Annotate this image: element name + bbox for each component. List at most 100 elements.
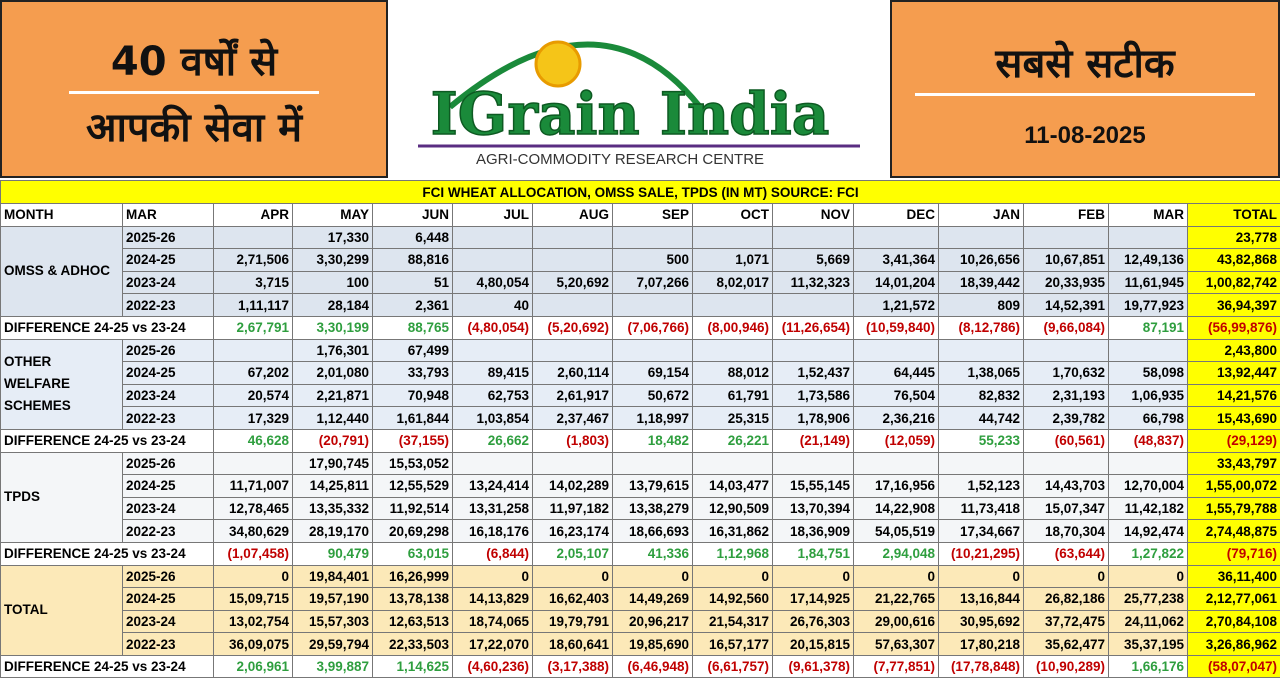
value-cell: 2,70,84,108: [1186, 609, 1280, 634]
value-cell: 1,61,844: [372, 406, 453, 430]
value-cell: 0: [452, 564, 533, 589]
value-cell: 43,82,868: [1186, 248, 1280, 272]
data-row: TOTAL 2025-26 0 19,84,401 16,26,999 0 0 0 0 0 0 0 0 0…: [0, 564, 1280, 656]
value-cell: 67,499: [372, 338, 453, 363]
value-cell: [1023, 338, 1109, 363]
value-cell: 20,15,815: [772, 632, 854, 656]
value-cell: [692, 293, 773, 317]
value-cell: 2,43,800: [1186, 338, 1280, 363]
year: 2023-24: [122, 270, 214, 295]
value-cell: [853, 338, 939, 363]
value-cell: 26,82,186: [1023, 587, 1109, 611]
value-cell: 34,80,629: [213, 519, 293, 543]
title-row: FCI WHEAT ALLOCATION, OMSS SALE, TPDS (I…: [0, 180, 1280, 204]
value-cell: [772, 293, 854, 317]
difference-value: 26,221: [692, 428, 773, 453]
value-cell: 10,67,851: [1023, 248, 1109, 272]
difference-value: 2,94,048: [853, 541, 939, 566]
difference-value: 2,67,791: [213, 315, 293, 340]
difference-value: 63,015: [372, 541, 453, 566]
value-cell: 2,37,467: [532, 406, 613, 430]
value-cell: 20,69,298: [372, 519, 453, 543]
difference-value: (6,844): [452, 541, 533, 566]
value-cell: 0: [938, 564, 1024, 589]
year: 2024-25: [122, 248, 214, 272]
data-table: FCI WHEAT ALLOCATION, OMSS SALE, TPDS (I…: [0, 180, 1280, 679]
value-cell: 20,33,935: [1023, 270, 1109, 295]
value-cell: 13,79,615: [612, 474, 693, 498]
value-cell: 14,52,391: [1023, 293, 1109, 317]
difference-value: (79,716): [1186, 541, 1280, 566]
value-cell: 88,012: [692, 361, 773, 385]
difference-value: (8,00,946): [692, 315, 773, 340]
value-cell: 1,21,572: [853, 293, 939, 317]
value-cell: 2,74,48,875: [1186, 519, 1280, 543]
value-cell: [692, 225, 773, 250]
column-header: MAR: [1108, 203, 1188, 227]
data-row: 2023-24 20,574 2,21,871 70,948 62,753 2,61,91…: [1, 383, 1280, 408]
value-cell: 36,94,397: [1186, 293, 1280, 317]
value-cell: 2,31,193: [1023, 383, 1109, 408]
value-cell: 18,39,442: [938, 270, 1024, 295]
column-header: MAY: [292, 203, 373, 227]
value-cell: 54,05,519: [853, 519, 939, 543]
data-row: 2022-23 17,329 1,12,440 1,61,844 1,03,854 2,3…: [1, 406, 1280, 430]
value-cell: 22,33,503: [372, 632, 453, 656]
value-cell: 36,11,400: [1186, 564, 1280, 589]
value-cell: 18,70,304: [1023, 519, 1109, 543]
difference-value: (6,61,757): [692, 654, 773, 679]
logo-tagline: AGRI-COMMODITY RESEARCH CENTRE: [476, 151, 764, 168]
value-cell: [452, 248, 533, 272]
value-cell: [532, 293, 613, 317]
value-cell: [532, 225, 613, 250]
value-cell: 1,52,123: [938, 474, 1024, 498]
value-cell: 500: [612, 248, 693, 272]
difference-label: DIFFERENCE 24-25 vs 23-24: [0, 428, 214, 453]
value-cell: [452, 225, 533, 250]
value-cell: [532, 248, 613, 272]
difference-value: (60,561): [1023, 428, 1109, 453]
difference-value: (20,791): [292, 428, 373, 453]
value-cell: 25,77,238: [1108, 587, 1188, 611]
value-cell: 3,41,364: [853, 248, 939, 272]
column-header: TOTAL: [1186, 203, 1280, 227]
value-cell: [772, 225, 854, 250]
value-cell: 40: [452, 293, 533, 317]
value-cell: 17,329: [213, 406, 293, 430]
value-cell: 11,32,323: [772, 270, 854, 295]
value-cell: 0: [853, 564, 939, 589]
difference-value: 88,765: [372, 315, 453, 340]
difference-value: 1,12,968: [692, 541, 773, 566]
value-cell: 14,01,204: [853, 270, 939, 295]
group-label: OTHER WELFARE SCHEMES: [0, 338, 123, 430]
value-cell: [692, 451, 773, 476]
difference-value: (48,837): [1108, 428, 1188, 453]
value-cell: 21,22,765: [853, 587, 939, 611]
value-cell: 35,62,477: [1023, 632, 1109, 656]
difference-value: (10,59,840): [853, 315, 939, 340]
value-cell: 1,55,79,788: [1186, 496, 1280, 521]
value-cell: 64,445: [853, 361, 939, 385]
column-header: JUL: [452, 203, 533, 227]
difference-value: (10,21,295): [938, 541, 1024, 566]
value-cell: 1,73,586: [772, 383, 854, 408]
left-line: 40 वर्षों से: [110, 39, 278, 85]
data-row: 2023-24 3,715 100 51 4,80,054 5,20,692 7,07,26…: [1, 270, 1280, 295]
value-cell: 0: [532, 564, 613, 589]
left-line: आपकी सेवा में: [85, 105, 303, 151]
value-cell: 5,669: [772, 248, 854, 272]
difference-value: (37,155): [372, 428, 453, 453]
value-cell: 2,61,917: [532, 383, 613, 408]
value-cell: 88,816: [372, 248, 453, 272]
logo-graphic: IGrain India AGRI-COMMODITY RESEARCH CEN…: [418, 40, 860, 168]
left-banner: 40 वर्षों से आपकी सेवा में: [0, 0, 388, 178]
value-cell: 82,832: [938, 383, 1024, 408]
value-cell: 15,43,690: [1186, 406, 1280, 430]
column-header: MONTH: [0, 203, 123, 227]
value-cell: 0: [1023, 564, 1109, 589]
value-cell: 2,71,506: [213, 248, 293, 272]
difference-value: (12,059): [853, 428, 939, 453]
value-cell: 29,59,794: [292, 632, 373, 656]
data-row: 2024-25 15,09,715 19,57,190 13,78,138 14,13,…: [1, 587, 1280, 611]
